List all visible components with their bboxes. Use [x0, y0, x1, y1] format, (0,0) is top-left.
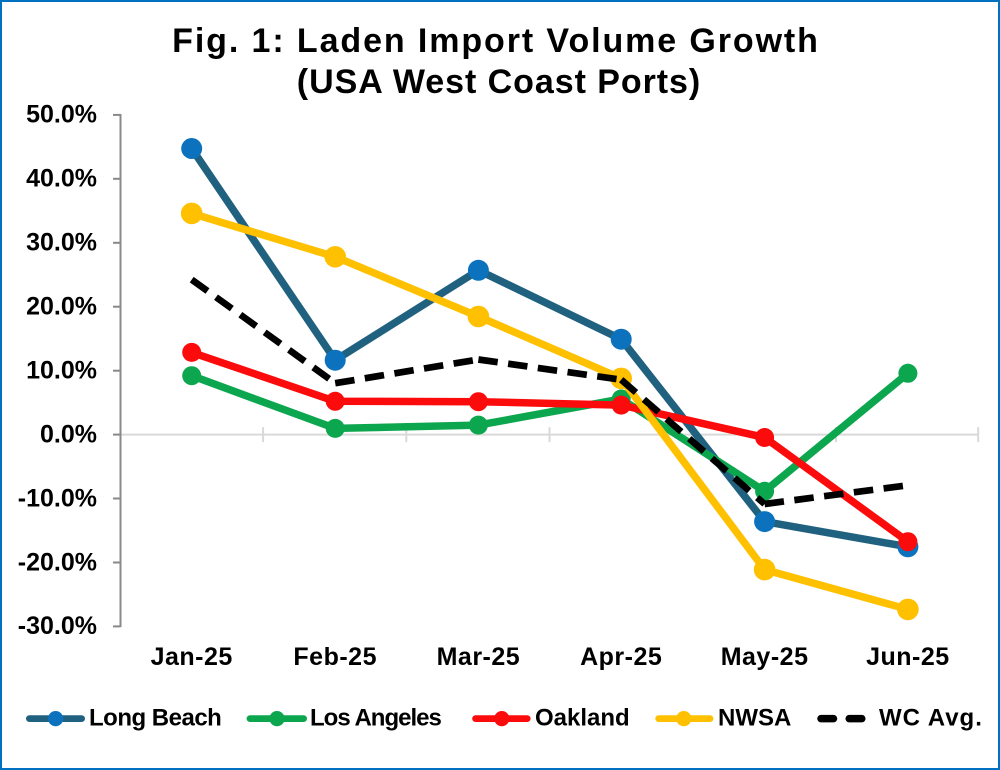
- svg-text:-10.0%: -10.0%: [18, 484, 97, 512]
- svg-text:30.0%: 30.0%: [26, 229, 97, 257]
- svg-text:Feb-25: Feb-25: [293, 643, 377, 671]
- svg-text:Jun-25: Jun-25: [866, 643, 950, 671]
- svg-text:40.0%: 40.0%: [26, 165, 97, 193]
- svg-text:WC Avg.: WC Avg.: [879, 704, 983, 731]
- svg-text:Los Angeles: Los Angeles: [310, 704, 441, 731]
- svg-text:Jan-25: Jan-25: [151, 643, 233, 671]
- svg-text:Fig. 1: Laden Import Volume Gr: Fig. 1: Laden Import Volume Growth: [172, 22, 820, 60]
- svg-text:Long Beach: Long Beach: [89, 704, 221, 731]
- svg-text:NWSA: NWSA: [718, 704, 791, 731]
- svg-text:Apr-25: Apr-25: [580, 643, 662, 671]
- svg-text:May-25: May-25: [721, 643, 809, 671]
- svg-text:50.0%: 50.0%: [26, 101, 97, 129]
- svg-text:Mar-25: Mar-25: [437, 643, 521, 671]
- svg-text:-20.0%: -20.0%: [18, 548, 97, 576]
- svg-text:Oakland: Oakland: [535, 704, 630, 731]
- svg-text:(USA West Coast Ports): (USA West Coast Ports): [297, 63, 701, 101]
- svg-text:0.0%: 0.0%: [40, 420, 97, 448]
- svg-text:10.0%: 10.0%: [26, 357, 97, 385]
- svg-text:-30.0%: -30.0%: [18, 612, 97, 640]
- svg-text:20.0%: 20.0%: [26, 293, 97, 321]
